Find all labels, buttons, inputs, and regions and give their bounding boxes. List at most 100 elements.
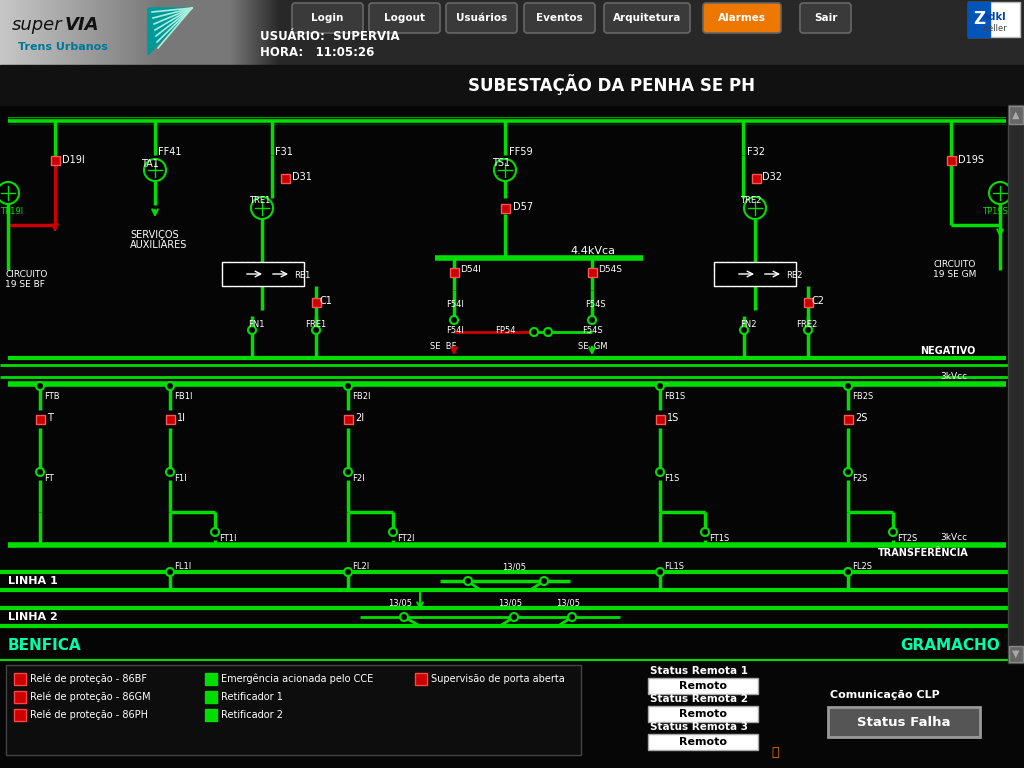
Text: T: T [47,413,53,423]
Text: TRE1: TRE1 [249,196,270,205]
Text: 🔔: 🔔 [771,746,778,760]
Text: D31: D31 [292,172,312,182]
Text: Status Remota 3: Status Remota 3 [650,722,748,732]
Text: FP54: FP54 [495,326,515,335]
Circle shape [248,326,256,334]
Text: 3kVcc: 3kVcc [940,533,967,542]
Text: Status Remota 2: Status Remota 2 [650,694,748,704]
Text: TRE2: TRE2 [740,196,762,205]
Bar [1008,105,1024,663]
Text: Status Remota 1: Status Remota 1 [650,666,748,676]
Text: D19I: D19I [62,155,85,165]
Text: D54I: D54I [460,265,481,274]
Text: FB2I: FB2I [352,392,371,401]
Bar [450,267,459,276]
Circle shape [740,326,748,334]
Circle shape [844,382,852,390]
Bar [844,415,853,423]
Text: Alarmes: Alarmes [718,13,766,23]
Bar [0,65,1024,105]
Circle shape [464,577,472,585]
Bar [968,2,1020,37]
Text: 3kVcc: 3kVcc [940,372,967,381]
Circle shape [804,326,812,334]
Bar [968,2,990,37]
Text: CIRCUITO: CIRCUITO [933,260,976,269]
Circle shape [450,316,458,324]
Text: D57: D57 [513,202,534,212]
Bar [655,415,665,423]
Text: FL2I: FL2I [352,562,370,571]
Text: 1I: 1I [177,413,186,423]
Bar [14,673,26,685]
Circle shape [344,382,352,390]
Text: super: super [12,16,62,34]
Text: TP19I: TP19I [0,207,24,216]
Circle shape [510,613,518,621]
Text: F54I: F54I [446,326,464,335]
Text: F54S: F54S [582,326,603,335]
Text: F2I: F2I [352,474,365,483]
Text: Status Falha: Status Falha [857,716,950,729]
FancyBboxPatch shape [524,3,595,33]
Bar [501,204,510,213]
Text: Login: Login [311,13,344,23]
FancyBboxPatch shape [292,3,362,33]
Circle shape [312,326,319,334]
Text: F1S: F1S [664,474,679,483]
Text: ▲: ▲ [1013,110,1020,120]
Circle shape [744,197,766,219]
Text: Arquitetura: Arquitetura [612,13,681,23]
Text: Retificador 2: Retificador 2 [221,710,283,720]
FancyBboxPatch shape [703,3,781,33]
Circle shape [344,468,352,476]
Circle shape [530,328,538,336]
Circle shape [656,382,664,390]
Text: FB2S: FB2S [852,392,873,401]
Text: Relé de proteção - 86PH: Relé de proteção - 86PH [30,710,148,720]
Bar [804,297,812,306]
Text: FT1I: FT1I [219,534,237,543]
Text: SERVIÇOS: SERVIÇOS [130,230,178,240]
Circle shape [540,577,548,585]
Text: 2S: 2S [855,413,867,423]
Bar [648,678,758,694]
Text: Comunicação CLP: Comunicação CLP [830,690,940,700]
Circle shape [656,468,664,476]
Circle shape [166,382,174,390]
Text: D32: D32 [762,172,782,182]
Text: F54I: F54I [446,300,464,309]
Text: LINHA 1: LINHA 1 [8,576,57,586]
Text: TS1: TS1 [492,158,510,168]
Bar [0,660,1024,768]
Bar [1009,106,1023,124]
Text: TRANSFERÊNCIA: TRANSFERÊNCIA [878,548,969,558]
Bar [0,572,1008,592]
Bar [828,707,980,737]
Text: LINHA 2: LINHA 2 [8,612,57,622]
Text: Relé de proteção - 86BF: Relé de proteção - 86BF [30,674,147,684]
Circle shape [544,328,552,336]
Text: 13/05: 13/05 [498,598,522,607]
Text: AUXILIARES: AUXILIARES [130,240,187,250]
Bar [648,734,758,750]
Bar [222,262,304,286]
Text: F32: F32 [746,147,765,157]
Bar [14,709,26,721]
Text: Emergência acionada pelo CCE: Emergência acionada pelo CCE [221,674,374,684]
FancyBboxPatch shape [800,3,851,33]
Text: Relé de proteção - 86GM: Relé de proteção - 86GM [30,692,151,702]
Text: USUÁRIO:  SUPERVIA: USUÁRIO: SUPERVIA [260,31,399,44]
Circle shape [166,468,174,476]
Circle shape [211,528,219,536]
Text: Remoto: Remoto [679,709,727,719]
Text: FN1: FN1 [248,320,264,329]
Bar [14,691,26,703]
Text: FT2S: FT2S [897,534,918,543]
Text: FF41: FF41 [158,147,181,157]
Circle shape [0,182,19,204]
Circle shape [400,613,408,621]
Text: F2S: F2S [852,474,867,483]
Polygon shape [148,8,193,55]
Text: GRAMACHO: GRAMACHO [900,638,999,653]
